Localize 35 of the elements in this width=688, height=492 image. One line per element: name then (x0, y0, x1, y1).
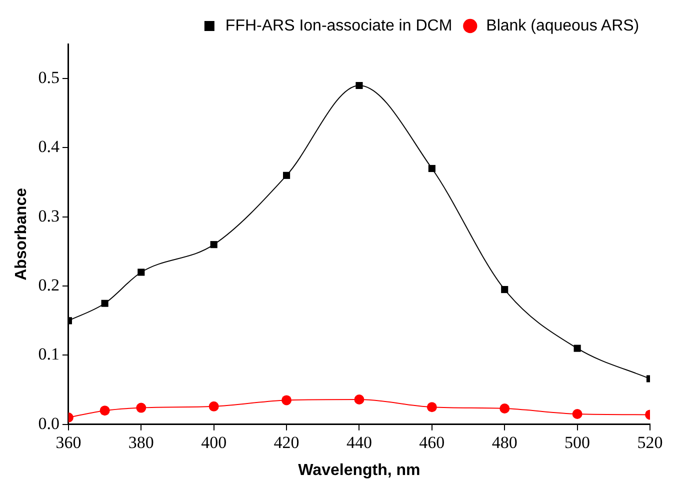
point (282, 172, 290, 179)
point (574, 344, 581, 352)
x-tick-label: 480 (492, 433, 518, 452)
point (356, 82, 363, 90)
y-tick-label: 0.4 (38, 137, 60, 156)
point (426, 402, 437, 412)
y-axis-title: Absorbance (13, 188, 30, 280)
x-tick-label: 520 (637, 433, 663, 452)
x-tick-label: 460 (419, 433, 445, 452)
point (354, 394, 364, 404)
y-tick-label: 0.1 (38, 344, 60, 364)
y-tick-label: 0.0 (38, 414, 60, 433)
x-tick-label: 420 (274, 433, 300, 452)
y-tick-label: 0.5 (38, 68, 60, 88)
point (501, 286, 508, 294)
point (136, 402, 146, 413)
point (428, 164, 436, 172)
point (210, 241, 218, 248)
point (101, 300, 108, 307)
point (138, 268, 145, 276)
x-axis-title: Wavelength, nm (298, 462, 420, 479)
x-tick-label: 400 (201, 433, 227, 452)
point (282, 395, 292, 406)
y-tick-label: 0.2 (38, 276, 60, 295)
legend-label: FFH-ARS Ion-associate in DCM (225, 17, 452, 34)
x-tick-label: 440 (346, 433, 372, 452)
y-tick-label: 0.3 (38, 206, 60, 226)
legend-label: Blank (aqueous ARS) (486, 17, 640, 34)
x-tick-label: 380 (128, 433, 154, 452)
point (500, 403, 510, 414)
x-tick-label: 500 (564, 433, 590, 452)
point (572, 409, 582, 420)
x-tick-label: 360 (56, 433, 82, 452)
point (208, 401, 219, 412)
point (100, 406, 110, 416)
